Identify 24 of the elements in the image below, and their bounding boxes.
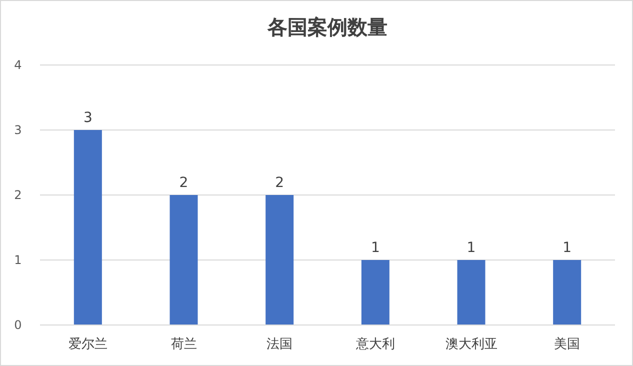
x-tick-label: 爱尔兰 bbox=[68, 337, 108, 352]
y-tick-label: 2 bbox=[14, 188, 22, 202]
data-label: 1 bbox=[466, 240, 476, 256]
data-label: 3 bbox=[83, 110, 92, 126]
x-tick-label: 法国 bbox=[266, 337, 293, 352]
x-tick-label: 美国 bbox=[554, 336, 580, 352]
bar bbox=[553, 260, 582, 325]
data-label: 2 bbox=[179, 175, 188, 191]
data-label: 2 bbox=[275, 175, 284, 191]
y-tick-label: 0 bbox=[14, 318, 22, 332]
y-tick-label: 1 bbox=[14, 253, 22, 267]
y-tick-label: 4 bbox=[14, 58, 22, 72]
bar bbox=[266, 195, 294, 325]
data-label: 1 bbox=[562, 240, 572, 256]
bar bbox=[361, 260, 390, 325]
x-tick-label: 意大利 bbox=[354, 337, 395, 352]
bar bbox=[170, 195, 198, 325]
chart-title: 各国案例数量 bbox=[266, 15, 388, 39]
bar bbox=[457, 260, 486, 325]
bar bbox=[74, 130, 102, 325]
y-tick-label: 3 bbox=[14, 123, 22, 137]
data-label: 1 bbox=[370, 240, 380, 256]
x-tick-label: 澳大利亚 bbox=[445, 337, 498, 352]
x-tick-label: 荷兰 bbox=[170, 337, 197, 352]
